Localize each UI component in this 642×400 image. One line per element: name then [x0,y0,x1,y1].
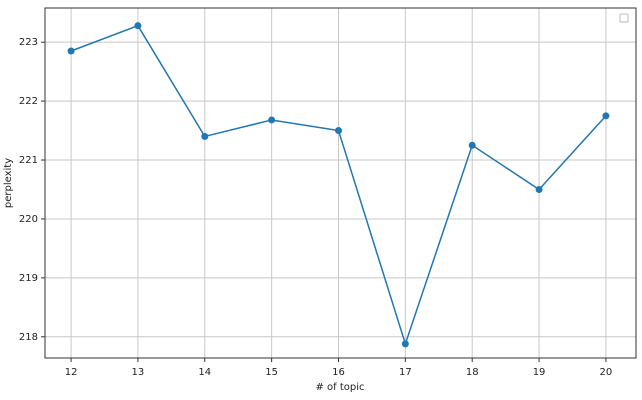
x-tick-label: 12 [65,367,78,378]
point [468,141,476,149]
x-tick-label: 14 [198,367,211,378]
point [334,127,342,135]
x-axis-label: # of topic [315,382,364,393]
plot-frame [44,7,637,359]
x-tick-label: 17 [399,367,412,378]
point [67,47,75,55]
y-tick-label: 218 [19,332,38,343]
x-tick-label: 19 [533,367,546,378]
point [602,112,610,120]
point [535,185,543,193]
point [268,116,276,124]
y-tick-label: 220 [19,214,38,225]
x-tick-label: 13 [132,367,145,378]
x-tick-label: 20 [600,367,613,378]
point [401,340,409,348]
point [201,132,209,140]
y-tick-label: 221 [19,155,38,166]
x-tick-label: 18 [466,367,479,378]
y-axis-label: perplexity [3,158,14,208]
x-tick-label: 15 [265,367,278,378]
point [134,22,142,30]
y-tick-label: 223 [19,37,38,48]
y-tick-label: 219 [19,273,38,284]
x-tick-label: 16 [332,367,345,378]
legend-box [619,13,629,23]
y-tick-label: 222 [19,96,38,107]
